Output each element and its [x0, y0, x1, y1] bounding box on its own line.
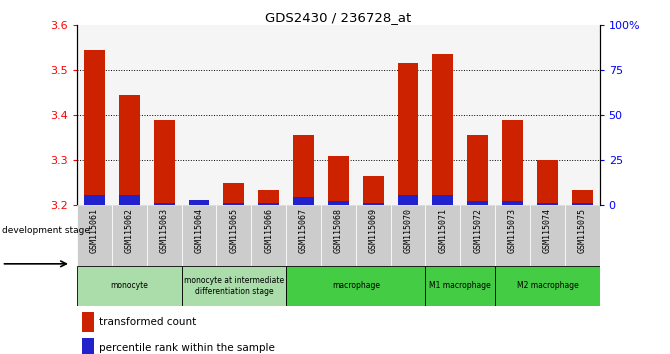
Bar	[286, 205, 321, 266]
Text: GSM115072: GSM115072	[473, 208, 482, 253]
Bar	[82, 338, 94, 354]
Bar	[223, 203, 245, 205]
Bar	[362, 203, 384, 205]
Bar	[397, 63, 419, 205]
Bar	[119, 195, 140, 205]
Bar	[258, 203, 279, 205]
Bar	[467, 201, 488, 205]
Text: transformed count: transformed count	[99, 316, 196, 326]
Bar	[182, 205, 216, 266]
Bar	[328, 156, 349, 205]
Bar	[572, 189, 593, 205]
Title: GDS2430 / 236728_at: GDS2430 / 236728_at	[265, 11, 411, 24]
Bar	[286, 266, 425, 306]
Bar	[362, 176, 384, 205]
Bar	[530, 205, 565, 266]
Bar	[425, 205, 460, 266]
Bar	[82, 312, 94, 332]
Bar	[495, 266, 600, 306]
Text: GSM115068: GSM115068	[334, 208, 343, 253]
Bar	[84, 50, 105, 205]
Text: M2 macrophage: M2 macrophage	[517, 281, 578, 290]
Bar	[391, 205, 425, 266]
Bar	[321, 205, 356, 266]
Bar	[112, 205, 147, 266]
Text: development stage: development stage	[1, 226, 90, 235]
Bar	[502, 120, 523, 205]
Bar	[251, 205, 286, 266]
Bar	[223, 183, 245, 205]
Bar	[425, 266, 495, 306]
Text: GSM115067: GSM115067	[299, 208, 308, 253]
Bar	[77, 205, 112, 266]
Bar	[565, 205, 600, 266]
Bar	[467, 135, 488, 205]
Text: GSM115066: GSM115066	[264, 208, 273, 253]
Bar	[84, 195, 105, 205]
Bar	[153, 203, 175, 205]
Bar	[495, 205, 530, 266]
Text: GSM115064: GSM115064	[194, 208, 204, 253]
Text: monocyte at intermediate
differentiation stage: monocyte at intermediate differentiation…	[184, 276, 284, 296]
Text: GSM115071: GSM115071	[438, 208, 448, 253]
Bar	[153, 120, 175, 205]
Bar	[293, 197, 314, 205]
Bar	[537, 160, 558, 205]
Text: GSM115070: GSM115070	[403, 208, 413, 253]
Text: GSM115073: GSM115073	[508, 208, 517, 253]
Text: GSM115074: GSM115074	[543, 208, 552, 253]
Text: GSM115075: GSM115075	[578, 208, 587, 253]
Text: GSM115065: GSM115065	[229, 208, 239, 253]
Text: GSM115069: GSM115069	[369, 208, 378, 253]
Bar	[537, 203, 558, 205]
Bar	[356, 205, 391, 266]
Bar	[572, 203, 593, 205]
Text: GSM115063: GSM115063	[159, 208, 169, 253]
Bar	[182, 266, 286, 306]
Bar	[216, 205, 251, 266]
Bar	[293, 135, 314, 205]
Bar	[328, 201, 349, 205]
Bar	[188, 200, 210, 205]
Bar	[460, 205, 495, 266]
Bar	[432, 195, 454, 205]
Text: percentile rank within the sample: percentile rank within the sample	[99, 343, 275, 353]
Bar	[147, 205, 182, 266]
Bar	[502, 201, 523, 205]
Text: macrophage: macrophage	[332, 281, 380, 290]
Text: GSM115062: GSM115062	[125, 208, 134, 253]
Bar	[119, 95, 140, 205]
Text: GSM115061: GSM115061	[90, 208, 99, 253]
Bar	[397, 195, 419, 205]
Bar	[432, 54, 454, 205]
Bar	[77, 266, 182, 306]
Text: M1 macrophage: M1 macrophage	[429, 281, 491, 290]
Text: monocyte: monocyte	[111, 281, 148, 290]
Bar	[258, 189, 279, 205]
